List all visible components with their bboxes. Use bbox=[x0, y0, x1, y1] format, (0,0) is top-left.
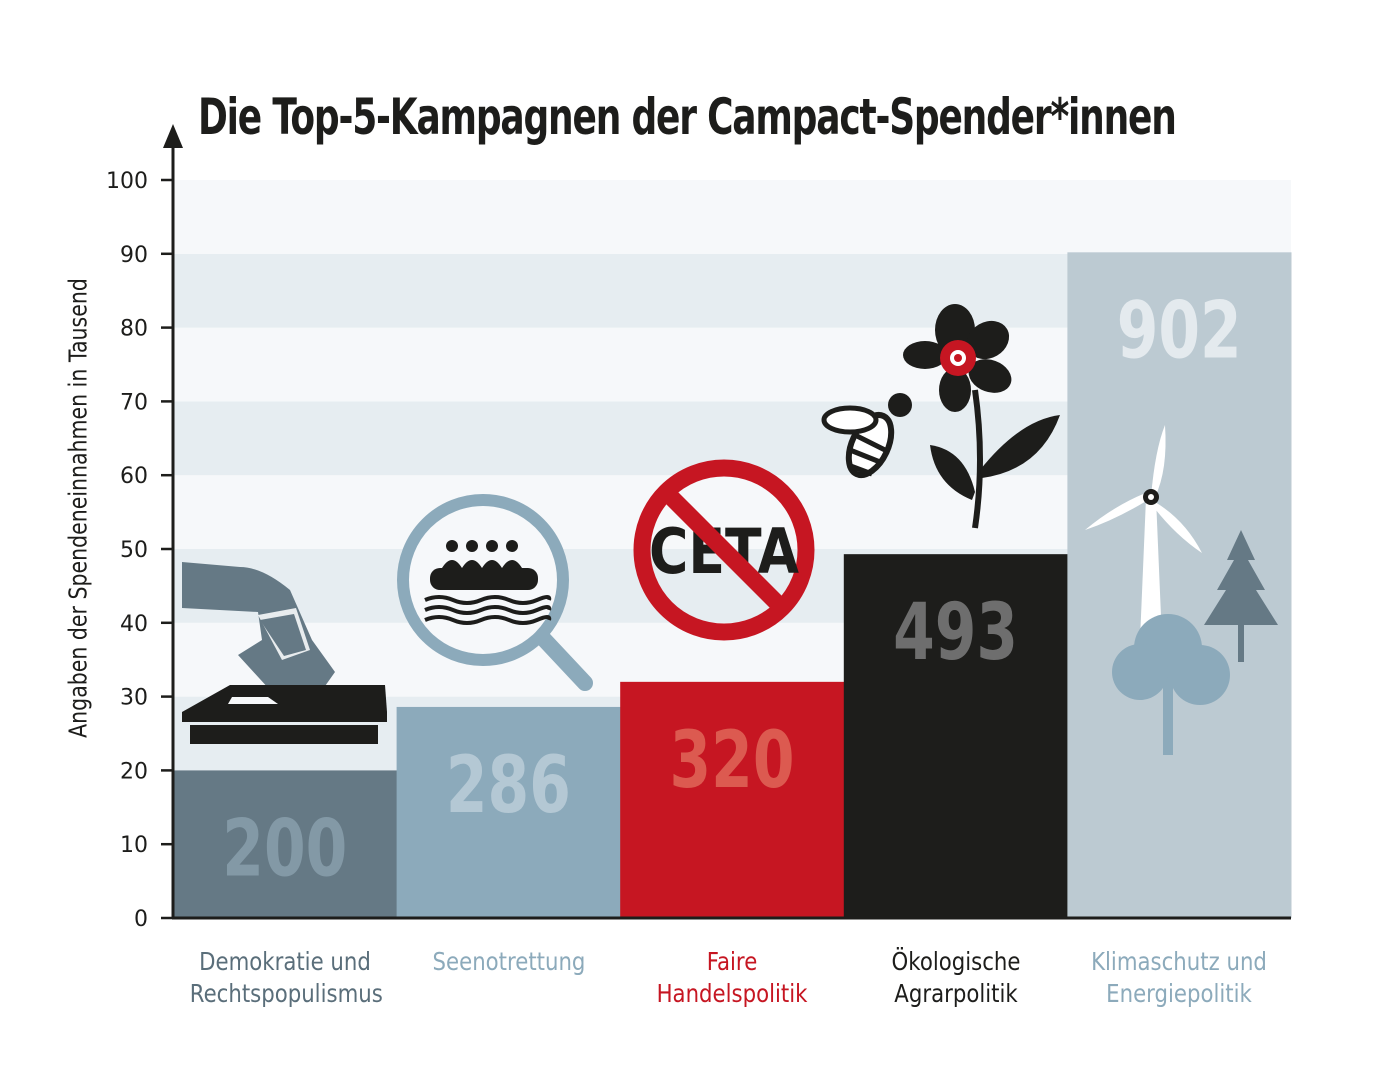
bar bbox=[843, 554, 1068, 918]
y-tick-label: 50 bbox=[120, 538, 148, 563]
bar bbox=[173, 770, 398, 918]
y-axis-label: Angaben der Spendeneinnahmen in Tausend bbox=[63, 278, 93, 738]
x-category-label: Seenotrettung bbox=[413, 946, 603, 978]
y-axis-arrow-icon bbox=[163, 124, 183, 148]
y-tick-label: 90 bbox=[120, 243, 148, 268]
x-category-label: Demokratie und Rechtspopulismus bbox=[189, 946, 383, 1010]
bar-data-label: 320 bbox=[670, 716, 795, 806]
x-category-label-line: Seenotrettung bbox=[432, 947, 586, 976]
x-category-label-line: Agrarpolitik bbox=[894, 979, 1018, 1008]
chart-title: Die Top-5-Kampagnen der Campact-Spender*… bbox=[198, 88, 1177, 146]
y-tick-label: 10 bbox=[120, 833, 148, 858]
bar-data-label: 286 bbox=[446, 741, 571, 831]
bar-data-label: 493 bbox=[893, 588, 1018, 678]
y-tick-label: 0 bbox=[134, 907, 148, 932]
y-tick-label: 80 bbox=[120, 317, 148, 342]
x-category-label-line: Demokratie und bbox=[199, 947, 371, 976]
y-tick-label: 70 bbox=[120, 390, 148, 415]
grid-band bbox=[173, 180, 1291, 254]
bar bbox=[620, 681, 845, 918]
x-category-label-line: Klimaschutz und bbox=[1091, 947, 1268, 976]
x-category-label-line: Ökologische bbox=[891, 947, 1021, 976]
y-tick-label: 30 bbox=[120, 686, 148, 711]
rescue-boat-magnifier-icon bbox=[397, 494, 593, 691]
wind-turbine-trees-icon bbox=[1085, 425, 1278, 755]
x-category-label-line: Faire Handelspolitik bbox=[656, 947, 808, 1008]
y-tick-label: 20 bbox=[120, 759, 148, 784]
y-tick-label: 60 bbox=[120, 464, 148, 489]
x-category-label: Ökologische Agrarpolitik bbox=[861, 946, 1051, 1010]
ballot-box-icon bbox=[182, 562, 387, 744]
x-category-label: Faire Handelspolitik bbox=[637, 946, 827, 1010]
bee-flower-icon bbox=[821, 304, 1060, 529]
bar bbox=[396, 706, 621, 918]
bar-data-label: 902 bbox=[1117, 286, 1242, 376]
y-tick-label: 100 bbox=[106, 169, 148, 194]
no-ceta-icon: CETA bbox=[633, 459, 815, 641]
x-category-label: Klimaschutz und Energiepolitik bbox=[1084, 946, 1274, 1010]
x-category-label-line: Energiepolitik bbox=[1106, 979, 1253, 1008]
y-tick-label: 40 bbox=[120, 612, 148, 637]
bar-data-label: 200 bbox=[222, 804, 347, 894]
x-category-label-line: Rechtspopulismus bbox=[189, 979, 383, 1008]
